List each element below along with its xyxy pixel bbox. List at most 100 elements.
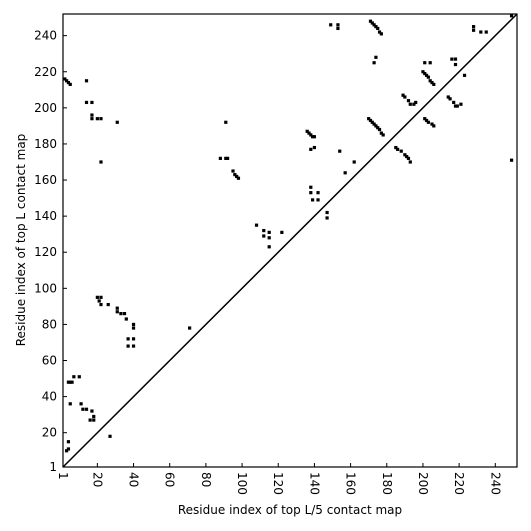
contact-point: [84, 79, 89, 83]
contact-point: [374, 55, 378, 59]
contact-point: [372, 61, 376, 65]
contact-point: [218, 156, 222, 160]
contact-point: [381, 133, 385, 137]
contact-point: [309, 191, 313, 195]
contact-point: [131, 326, 136, 330]
y-tick-label: 160: [34, 173, 57, 187]
contact-point: [224, 156, 228, 160]
contact-point: [453, 57, 458, 61]
contact-point: [66, 447, 71, 451]
contact-point: [124, 317, 128, 321]
y-tick-label: 80: [42, 317, 57, 331]
y-tick-label: 40: [42, 390, 57, 404]
x-tick-label: 240: [488, 472, 502, 495]
contact-point: [432, 124, 436, 128]
x-tick-label: 180: [380, 472, 394, 495]
contact-point: [131, 337, 136, 341]
contact-point: [131, 322, 136, 327]
contact-point: [311, 135, 315, 139]
contact-point: [84, 100, 89, 105]
contact-point: [424, 73, 429, 77]
y-tick-label: 200: [34, 101, 57, 115]
contact-point: [307, 131, 311, 135]
contact-point: [68, 82, 72, 86]
contact-point: [99, 117, 103, 121]
contact-point: [325, 210, 329, 215]
contact-point: [316, 198, 320, 202]
contact-point: [99, 160, 103, 164]
contact-point: [367, 117, 371, 121]
contact-point: [406, 156, 411, 160]
contact-point: [329, 23, 333, 27]
contact-point: [352, 160, 356, 164]
plot-frame: [62, 13, 518, 468]
contact-point: [374, 25, 378, 29]
x-axis-label: Residue index of top L/5 contact map: [178, 503, 402, 517]
contact-point: [233, 173, 237, 177]
contact-point: [131, 344, 136, 348]
contact-point: [66, 440, 71, 444]
contact-point: [95, 295, 99, 299]
contact-point: [343, 171, 347, 175]
contact-point: [336, 26, 340, 31]
contact-point: [412, 102, 416, 106]
contact-point: [376, 126, 380, 130]
contact-point: [92, 418, 96, 422]
contact-point: [84, 407, 89, 411]
contact-point: [68, 402, 72, 406]
contact-point: [108, 434, 112, 438]
contact-point: [312, 145, 317, 150]
contact-point: [309, 147, 313, 151]
contact-point: [338, 149, 342, 153]
contact-point: [428, 79, 432, 83]
x-tick-label: 140: [307, 472, 321, 495]
contact-point: [448, 97, 452, 101]
contact-point: [379, 131, 383, 135]
contact-point: [254, 223, 259, 227]
contact-point: [403, 95, 407, 99]
contact-point: [479, 30, 483, 34]
contact-point: [115, 310, 119, 314]
contact-point: [325, 216, 329, 220]
diagonal: [62, 13, 518, 468]
contact-point: [377, 127, 382, 132]
x-tick-label: 80: [199, 472, 213, 487]
contact-point: [79, 402, 83, 406]
y-tick-label: 220: [34, 65, 57, 79]
x-tick-label: 120: [271, 472, 285, 495]
contact-point: [452, 100, 456, 105]
contact-point: [92, 414, 96, 419]
contact-point: [399, 149, 403, 153]
contact-point: [401, 93, 405, 97]
contact-point: [66, 80, 71, 85]
contact-point: [224, 120, 228, 124]
contact-point: [99, 302, 103, 307]
contact-point: [188, 326, 192, 330]
y-tick-label: 100: [34, 281, 57, 295]
y-tick-label: 60: [42, 354, 57, 368]
contact-point: [106, 302, 110, 307]
contact-point: [484, 30, 488, 34]
x-tick-label: 200: [416, 472, 430, 495]
contact-point: [455, 104, 459, 108]
contact-point: [509, 158, 514, 162]
contact-point: [405, 154, 409, 159]
contact-point: [424, 118, 429, 123]
contact-point: [115, 306, 119, 310]
contact-point: [414, 100, 418, 105]
contact-point: [231, 169, 235, 173]
contact-point: [95, 117, 99, 121]
x-tick-label: 1: [56, 472, 70, 480]
contact-point: [396, 147, 400, 151]
contact-point: [379, 32, 383, 36]
contact-point: [372, 23, 376, 27]
contact-point: [311, 198, 315, 202]
contact-point: [408, 160, 412, 164]
contact-point: [309, 185, 313, 189]
contact-point: [126, 344, 130, 348]
contact-point: [450, 57, 454, 61]
contact-point: [471, 25, 476, 29]
contact-point: [280, 230, 284, 234]
contact-point: [126, 337, 130, 341]
